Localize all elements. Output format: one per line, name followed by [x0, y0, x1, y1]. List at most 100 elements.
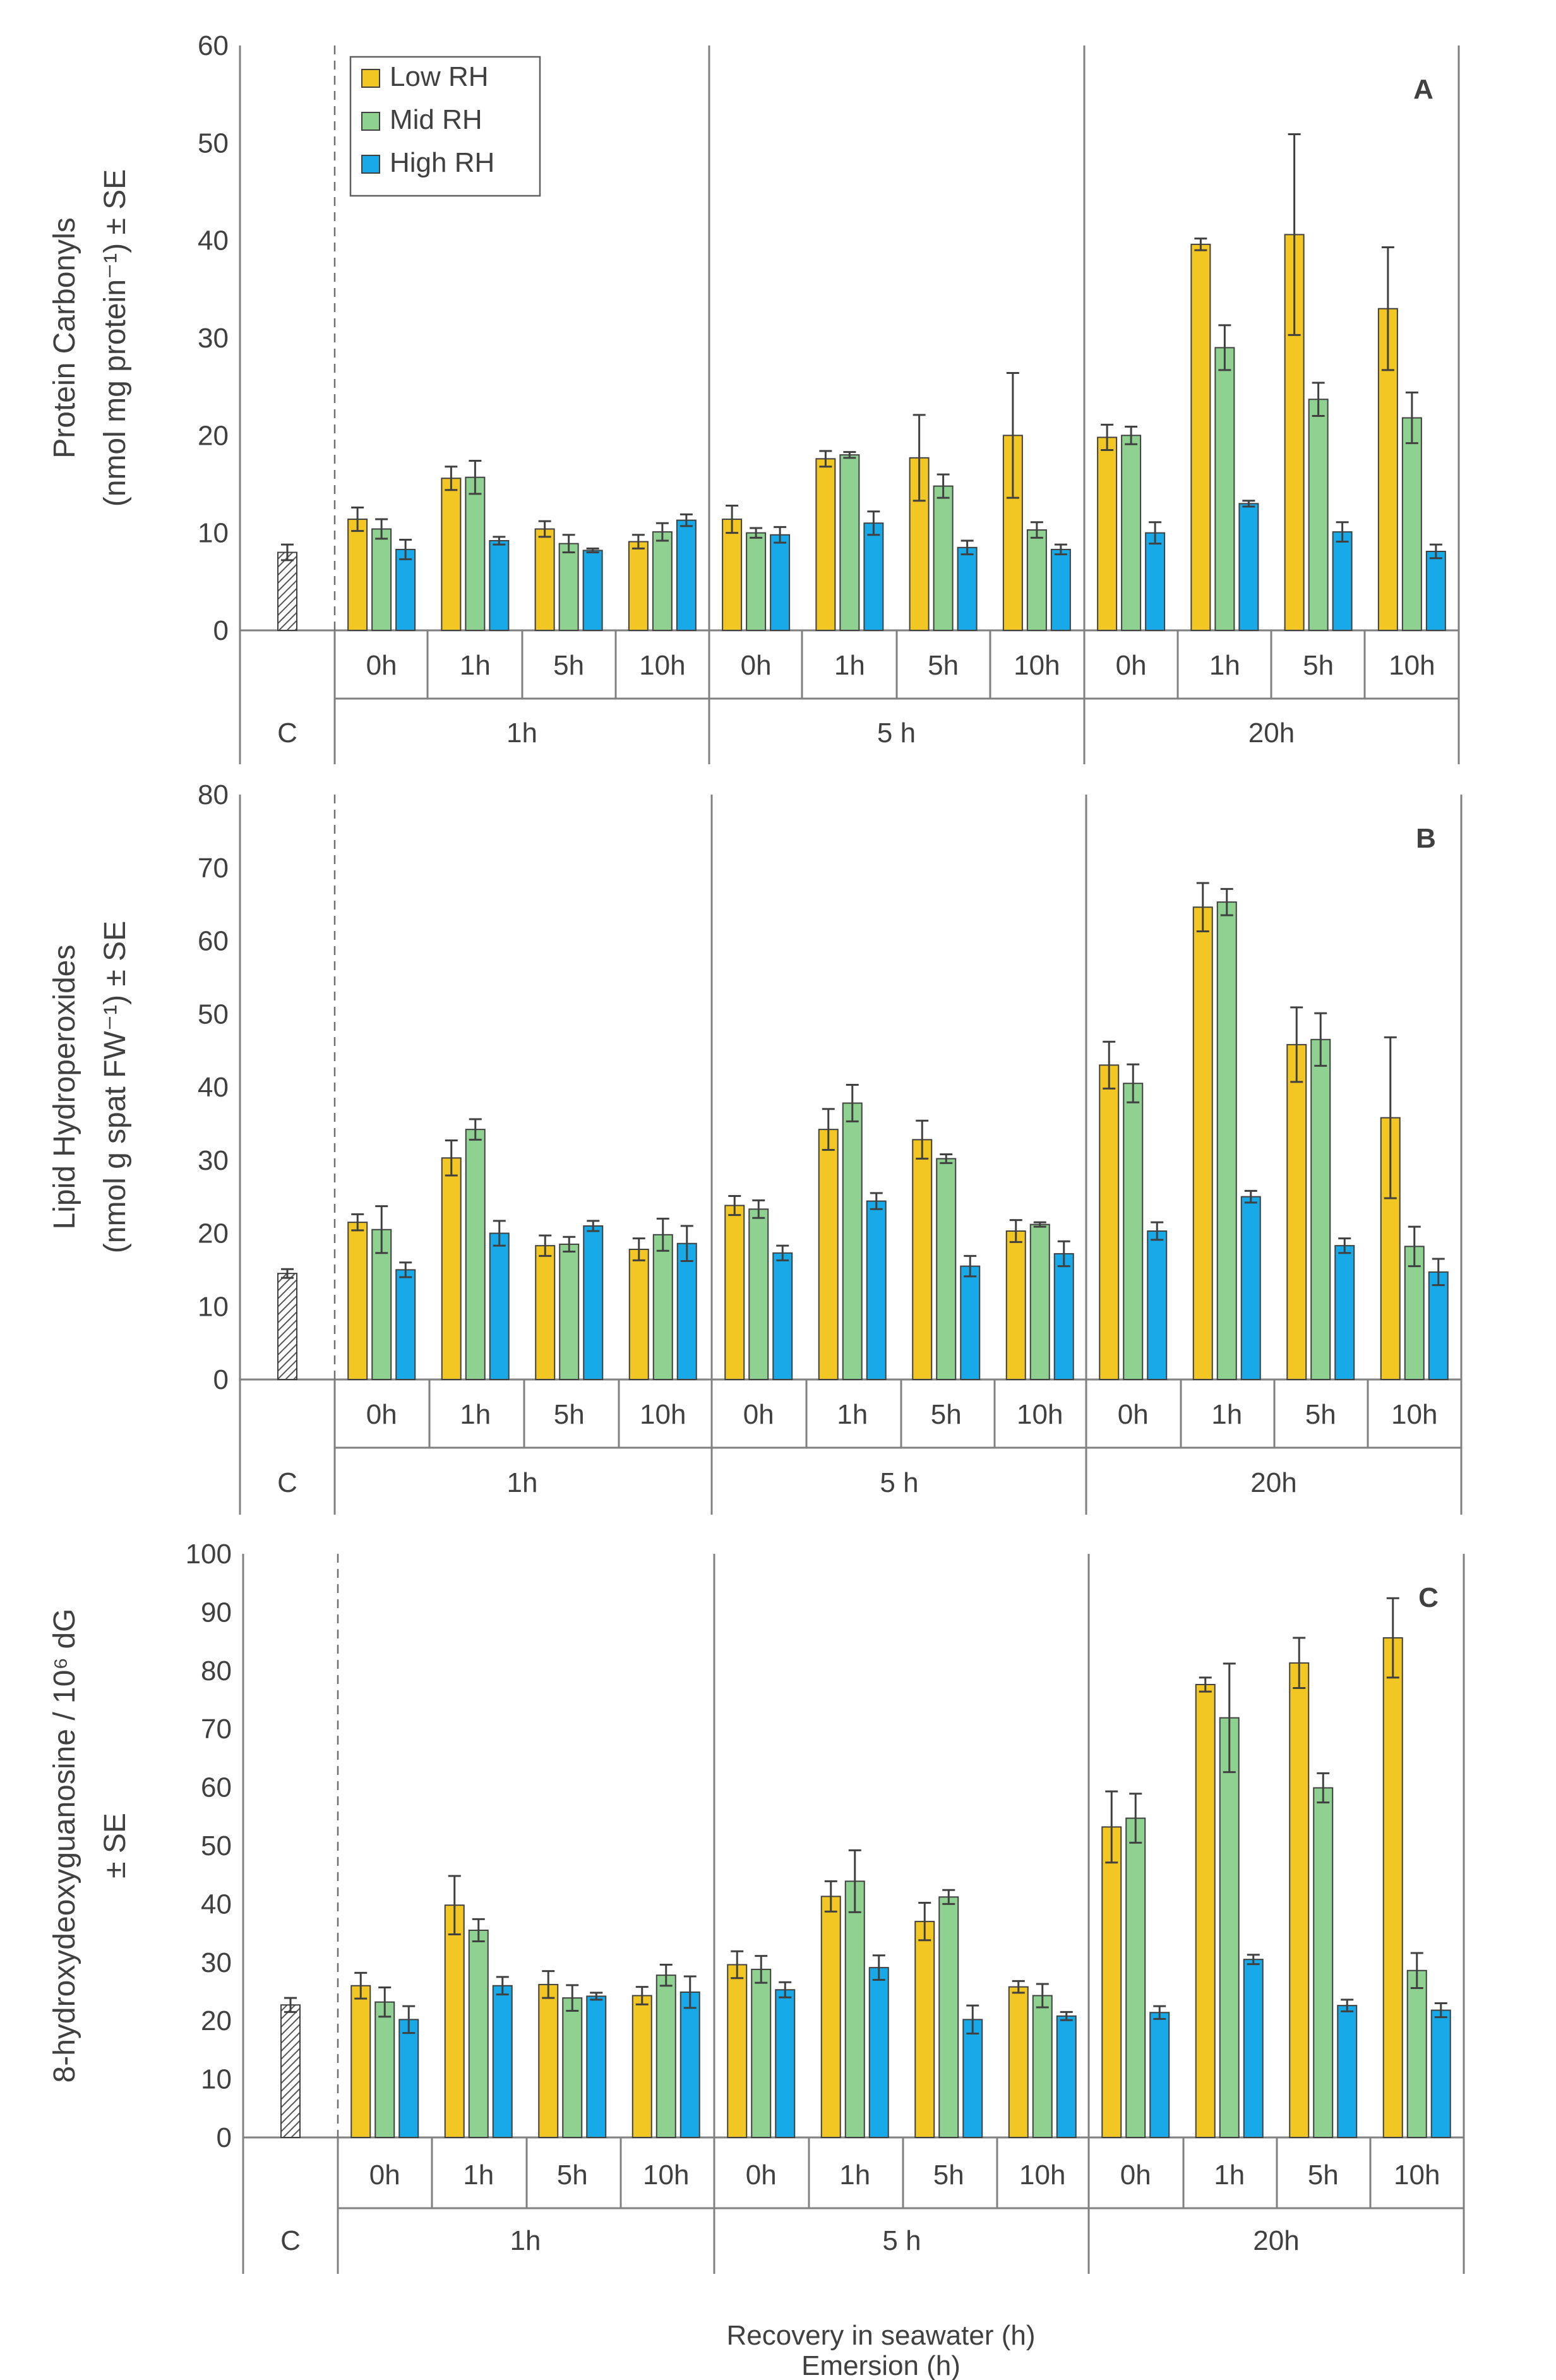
bar-low-rh	[441, 478, 462, 631]
emersion-label: 5 h	[882, 2225, 921, 2256]
y-tick-label: 60	[198, 926, 229, 957]
y-axis-title-line1: Protein Carbonyls	[48, 217, 81, 459]
bar-mid-rh	[938, 1896, 959, 2138]
y-tick-label: 10	[201, 2064, 232, 2095]
bar-low-rh	[441, 1157, 462, 1380]
recovery-label: 0h	[743, 1399, 774, 1430]
bar-high-rh	[1425, 550, 1446, 631]
control-bar	[277, 551, 297, 631]
bar-high-rh	[1430, 2009, 1451, 2139]
emersion-label-control: C	[277, 1467, 297, 1498]
bar-low-rh	[1195, 1683, 1216, 2139]
bar-high-rh	[868, 1967, 889, 2138]
bar-high-rh	[1238, 503, 1259, 631]
legend-box	[349, 56, 541, 197]
y-tick-label: 50	[201, 1830, 232, 1861]
bar-low-rh	[1190, 243, 1211, 631]
bar-low-rh	[815, 458, 836, 632]
y-axis-title-line2: ± SE	[99, 1813, 132, 1878]
recovery-label: 5h	[931, 1399, 962, 1430]
bar-high-rh	[863, 522, 884, 631]
bar-high-rh	[1428, 1271, 1449, 1381]
y-tick-label: 40	[201, 1889, 232, 1920]
recovery-label: 5h	[933, 2160, 964, 2191]
bar-low-rh	[628, 1248, 649, 1380]
emersion-label: 5 h	[877, 718, 916, 748]
bar-high-rh	[395, 548, 416, 631]
y-axis-title-line2: (nmol mg protein⁻¹) ± SE	[99, 169, 132, 507]
bar-low-rh	[722, 519, 743, 631]
bar-low-rh	[820, 1896, 841, 2138]
x-axis-title-recovery: Recovery in seawater (h)	[726, 2320, 1035, 2351]
bar-low-rh	[444, 1904, 465, 2139]
y-tick-label: 70	[201, 1714, 232, 1745]
recovery-label: 5h	[553, 650, 584, 681]
bar-mid-rh	[465, 476, 486, 631]
recovery-label: 10h	[1391, 1399, 1437, 1430]
y-tick-label: 20	[198, 1218, 229, 1249]
recovery-label: 0h	[1120, 2160, 1151, 2191]
bar-high-rh	[395, 1269, 416, 1380]
y-tick-label: 30	[201, 1947, 232, 1978]
legend-label: High RH	[390, 147, 494, 178]
y-tick-label: 30	[198, 1145, 229, 1176]
legend-swatch-high-rh	[361, 155, 380, 174]
y-tick-label: 70	[198, 853, 229, 884]
bar-low-rh	[1192, 906, 1213, 1380]
recovery-label: 5h	[1308, 2160, 1339, 2191]
bar-mid-rh	[652, 531, 673, 632]
bar-mid-rh	[1121, 435, 1142, 631]
control-bar	[277, 1273, 297, 1380]
bar-high-rh	[1337, 2005, 1358, 2139]
panels: 0 10 20 30 40 50 60 C 0h 1h 5h 10h 1h 0h 1h 5h 10h 5 h 0h 1…	[48, 30, 1465, 2274]
recovery-label: 1h	[460, 650, 491, 681]
y-tick-label: 10	[198, 1291, 229, 1322]
bar-high-rh	[1053, 1253, 1074, 1381]
recovery-label: 1h	[463, 2160, 494, 2191]
bar-mid-rh	[562, 1997, 583, 2139]
bar-mid-rh	[1401, 417, 1422, 631]
emersion-label: 20h	[1253, 2225, 1299, 2256]
recovery-label: 0h	[369, 2160, 400, 2191]
bar-high-rh	[586, 1995, 607, 2139]
bar-low-rh	[1008, 1986, 1029, 2138]
y-tick-label: 20	[201, 2005, 232, 2036]
bar-high-rh	[582, 550, 603, 631]
bar-mid-rh	[1125, 1817, 1146, 2139]
bar-mid-rh	[1219, 1717, 1240, 2139]
recovery-label: 5h	[554, 1399, 585, 1430]
bar-mid-rh	[1123, 1083, 1144, 1381]
y-tick-label: 10	[198, 518, 229, 549]
emersion-label-control: C	[280, 2225, 301, 2256]
recovery-label: 0h	[366, 1399, 397, 1430]
emersion-label: 5 h	[880, 1467, 918, 1498]
recovery-label: 1h	[839, 2160, 870, 2191]
recovery-label: 1h	[834, 650, 865, 681]
recovery-label: 1h	[1211, 1399, 1242, 1430]
bar-high-rh	[1149, 2012, 1170, 2138]
emersion-label: 20h	[1250, 1467, 1296, 1498]
y-tick-label: 0	[217, 2122, 232, 2153]
bar-low-rh	[1289, 1662, 1310, 2139]
bar-mid-rh	[1313, 1787, 1334, 2138]
bar-low-rh	[631, 1995, 652, 2139]
emersion-label: 1h	[510, 2225, 541, 2256]
bar-mid-rh	[1308, 399, 1329, 631]
y-axis-title-line1: Lipid Hydroperoxides	[48, 945, 81, 1230]
bar-high-rh	[962, 2019, 983, 2139]
bar-mid-rh	[842, 1102, 863, 1380]
bar-low-rh	[534, 528, 555, 632]
recovery-label: 0h	[366, 650, 397, 681]
recovery-label: 10h	[639, 650, 685, 681]
bar-mid-rh	[558, 543, 579, 631]
legend-swatch-low-rh	[361, 69, 380, 88]
y-tick-label: 0	[213, 1364, 229, 1395]
panel-letter: B	[1416, 823, 1436, 854]
recovery-label: 0h	[741, 650, 772, 681]
emersion-label: 1h	[507, 1467, 538, 1498]
recovery-label: 10h	[1389, 650, 1435, 681]
recovery-label: 10h	[1014, 650, 1060, 681]
bar-low-rh	[538, 1983, 559, 2139]
bar-high-rh	[398, 2019, 419, 2139]
bar-high-rh	[1147, 1230, 1168, 1380]
